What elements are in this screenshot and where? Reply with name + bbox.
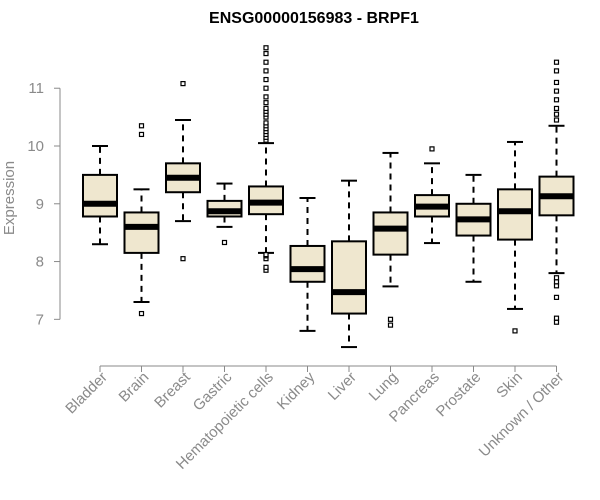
outlier-point bbox=[553, 319, 560, 325]
outlier-point bbox=[138, 131, 145, 138]
outlier-point bbox=[553, 105, 560, 112]
outlier-point bbox=[263, 252, 269, 258]
box-lung bbox=[372, 151, 409, 328]
y-tick-label: 9 bbox=[36, 196, 44, 213]
box-skin bbox=[497, 140, 533, 334]
outlier-point bbox=[138, 123, 145, 129]
y-tick-label: 8 bbox=[36, 254, 44, 271]
outlier-point bbox=[263, 120, 269, 126]
iqr-box bbox=[497, 188, 533, 241]
y-tick-label: 10 bbox=[27, 138, 44, 155]
outlier-point bbox=[180, 80, 186, 87]
outlier-point bbox=[553, 117, 560, 123]
x-tick-label: Brain bbox=[116, 369, 153, 406]
box-prostate bbox=[455, 173, 492, 283]
x-tick-label: Breast bbox=[151, 368, 194, 411]
outlier-point bbox=[553, 283, 560, 289]
outlier-point bbox=[429, 146, 435, 152]
x-tick-label: Skin bbox=[493, 369, 526, 402]
outlier-point bbox=[263, 105, 269, 112]
x-tick-label: Kidney bbox=[274, 368, 319, 413]
iqr-box bbox=[82, 173, 118, 218]
outlier-point bbox=[553, 88, 560, 94]
box-breast bbox=[165, 80, 201, 262]
outlier-point bbox=[553, 59, 560, 65]
iqr-box bbox=[331, 240, 367, 315]
iqr-box bbox=[289, 244, 326, 283]
x-tick-label: Liver bbox=[325, 369, 360, 404]
box-hematopoietic-cells bbox=[248, 45, 284, 273]
outlier-point bbox=[263, 94, 269, 100]
iqr-box bbox=[372, 211, 409, 256]
outlier-point bbox=[263, 45, 269, 51]
x-tick-label: Prostate bbox=[433, 369, 485, 421]
outlier-point bbox=[263, 59, 269, 65]
boxes-group bbox=[82, 45, 575, 349]
box-unknown-other bbox=[538, 59, 575, 325]
outlier-point bbox=[387, 322, 394, 328]
box-liver bbox=[331, 179, 367, 349]
outlier-point bbox=[553, 68, 560, 74]
x-tick-label: Lung bbox=[366, 369, 402, 405]
y-axis: 7 8 9 10 11 bbox=[27, 80, 61, 328]
y-tick-label: 7 bbox=[36, 311, 44, 328]
outlier-point bbox=[553, 279, 560, 285]
outlier-point bbox=[387, 316, 394, 322]
box-kidney bbox=[289, 197, 326, 332]
outlier-point bbox=[263, 85, 269, 91]
x-tick-label: Bladder bbox=[62, 369, 111, 418]
box-pancreas bbox=[414, 146, 450, 245]
box-brain bbox=[123, 123, 160, 317]
outlier-point bbox=[263, 50, 269, 57]
y-axis-label: Expression bbox=[1, 161, 18, 235]
outlier-point bbox=[553, 275, 560, 281]
outlier-point bbox=[263, 264, 269, 270]
box-gastric bbox=[206, 182, 243, 246]
outlier-point bbox=[512, 328, 518, 334]
outlier-point bbox=[221, 239, 228, 246]
outlier-point bbox=[553, 294, 560, 300]
chart-title: ENSG00000156983 - BRPF1 bbox=[209, 10, 419, 27]
outlier-point bbox=[138, 310, 145, 317]
outlier-point bbox=[263, 100, 269, 106]
outlier-point bbox=[180, 256, 186, 262]
iqr-box bbox=[123, 211, 160, 254]
outlier-point bbox=[263, 68, 269, 74]
y-tick-label: 11 bbox=[28, 80, 44, 97]
box-bladder bbox=[82, 145, 118, 246]
outlier-point bbox=[263, 76, 269, 83]
outlier-point bbox=[553, 79, 560, 86]
outlier-point bbox=[553, 111, 560, 117]
outlier-point bbox=[553, 315, 560, 321]
outlier-point bbox=[553, 97, 560, 103]
